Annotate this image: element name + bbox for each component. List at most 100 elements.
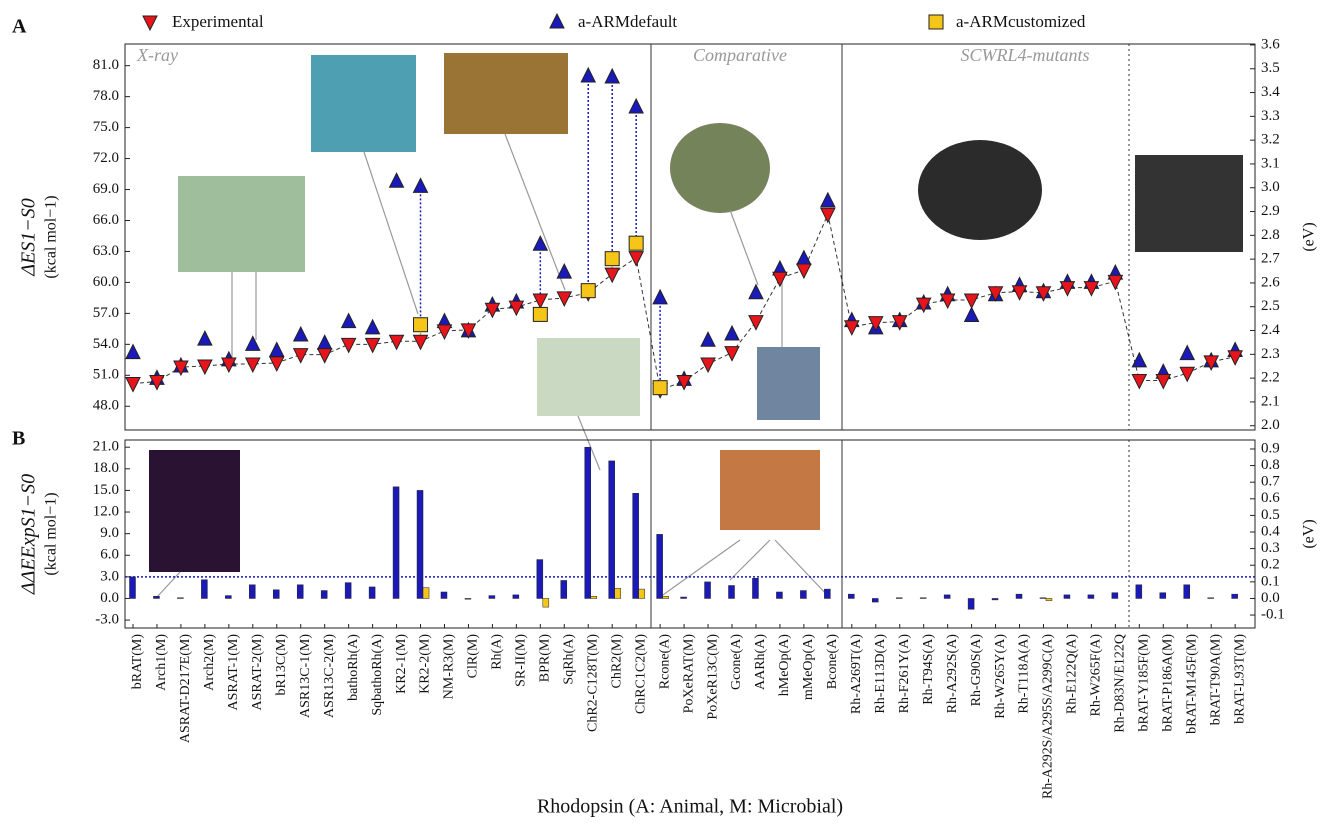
bar xyxy=(512,594,520,599)
y-tick-label: -3.0 xyxy=(95,612,119,628)
marker xyxy=(748,315,764,331)
bar xyxy=(872,598,879,603)
bar xyxy=(919,597,927,599)
legend-label: a-ARMdefault xyxy=(578,12,677,31)
photo xyxy=(1135,155,1243,252)
marker xyxy=(604,67,621,84)
x-tick-label: Rh(A) xyxy=(490,634,505,670)
marker xyxy=(508,300,525,317)
legend-label: a-ARMcustomized xyxy=(956,12,1086,31)
y-tick-label: 6.0 xyxy=(100,547,119,563)
y2-tick-label: -0.1 xyxy=(1261,606,1285,622)
x-tick-label: Rh-W265F(A) xyxy=(1089,634,1104,717)
marker xyxy=(891,315,908,331)
marker xyxy=(1179,344,1196,361)
x-tick-label: KR2-1(M) xyxy=(394,634,409,694)
bar xyxy=(848,593,855,599)
y2-tick-label: 0.3 xyxy=(1261,540,1280,556)
bar xyxy=(464,598,472,600)
x-tick-label: ASRAT-1(M) xyxy=(226,634,241,711)
bar xyxy=(422,587,430,599)
legend-marker xyxy=(928,14,944,30)
marker xyxy=(963,306,980,322)
marker xyxy=(652,380,668,396)
y-tick-label: 21.0 xyxy=(93,439,119,455)
x-tick-label: bathoRh(A) xyxy=(346,634,361,701)
marker xyxy=(413,317,429,333)
bar xyxy=(320,590,328,599)
marker xyxy=(412,177,429,193)
bar xyxy=(584,446,591,599)
bar xyxy=(991,598,999,601)
marker xyxy=(292,348,309,364)
photo xyxy=(670,123,770,213)
marker xyxy=(580,66,597,83)
marker xyxy=(316,334,333,350)
x-tick-label: ChR2-C128T(M) xyxy=(585,634,600,732)
section-label: X-ray xyxy=(136,45,178,65)
bar xyxy=(1087,594,1095,599)
bar xyxy=(542,598,550,608)
y2-tick-label: 0.4 xyxy=(1261,523,1280,539)
marker xyxy=(149,374,165,391)
marker xyxy=(628,235,644,251)
marker xyxy=(532,235,549,251)
photo xyxy=(757,347,820,420)
y2-tick-label: 0.7 xyxy=(1261,474,1280,490)
bar xyxy=(129,576,136,599)
marker xyxy=(388,172,405,188)
y-tick-label: 9.0 xyxy=(100,525,119,541)
photo xyxy=(444,53,568,134)
bar xyxy=(728,585,735,599)
marker xyxy=(1083,281,1100,297)
y-tick-label: 69.0 xyxy=(93,181,119,197)
x-tick-label: Rcone(A) xyxy=(657,634,672,690)
photo xyxy=(537,338,640,416)
marker xyxy=(556,291,573,308)
bar xyxy=(776,591,783,599)
x-tick-label: ChR2(M) xyxy=(609,634,624,689)
marker xyxy=(915,297,932,314)
marker xyxy=(580,283,596,299)
x-tick-label: Gcone(A) xyxy=(729,634,744,690)
x-tick-label: Rh-A269T(A) xyxy=(849,634,864,714)
bar xyxy=(225,595,232,599)
marker xyxy=(1107,274,1124,291)
photo xyxy=(720,450,820,530)
y-tick-label: 78.0 xyxy=(93,88,119,104)
y-tick-label: 60.0 xyxy=(93,274,119,290)
marker xyxy=(820,191,836,208)
marker xyxy=(1011,285,1028,301)
marker xyxy=(700,331,716,347)
photo-arrow xyxy=(729,209,759,286)
bar xyxy=(1039,597,1047,599)
bar xyxy=(153,596,160,599)
x-tick-label: SqbathoRh(A) xyxy=(370,634,385,716)
marker xyxy=(1131,373,1148,390)
x-tick-label: bR13C(M) xyxy=(274,634,289,696)
x-tick-label: BPR(M) xyxy=(538,634,553,683)
marker xyxy=(772,271,788,288)
bar xyxy=(1231,593,1238,599)
x-tick-label: Rh-F261Y(A) xyxy=(897,634,912,714)
marker xyxy=(125,343,141,360)
marker xyxy=(1059,281,1076,297)
photo-arrow xyxy=(729,539,771,581)
marker xyxy=(340,312,357,329)
photo xyxy=(149,450,240,572)
y-tick-label: 54.0 xyxy=(93,336,119,352)
x-tick-label: KR2-2(M) xyxy=(418,634,433,694)
marker xyxy=(1035,286,1052,302)
photos xyxy=(149,53,1243,598)
plot-frame xyxy=(124,43,1256,431)
x-tick-label: SR-II(M) xyxy=(514,634,529,687)
bar xyxy=(824,588,831,599)
y2-tick-label: 0.5 xyxy=(1261,507,1280,523)
x-tick-label: Rh-D83N/E122Q xyxy=(1113,634,1128,733)
x-tick-label: SqRh(A) xyxy=(561,634,576,685)
x-tick-label: bRAT-Y185F(M) xyxy=(1137,634,1152,732)
y2-axis-title: (eV) xyxy=(1301,519,1318,548)
bar xyxy=(967,598,975,610)
marker xyxy=(652,288,668,305)
